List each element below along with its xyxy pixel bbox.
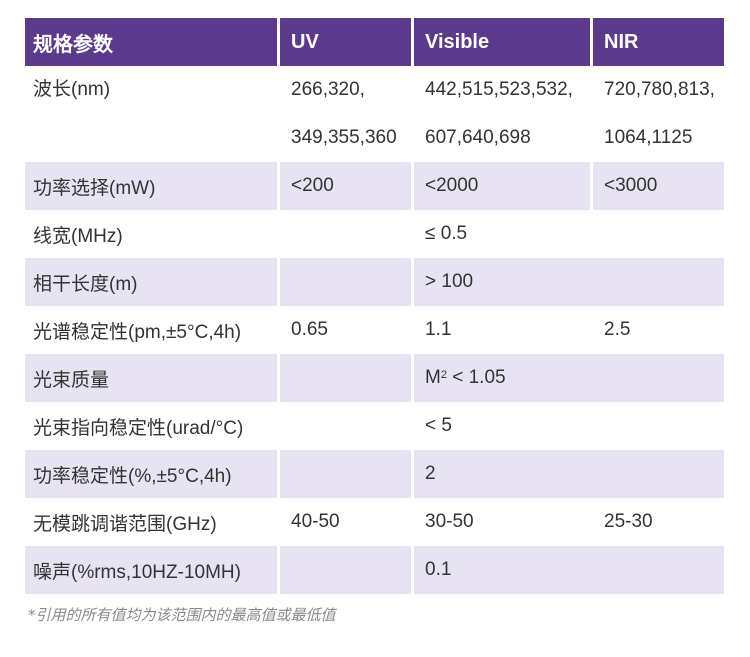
- table-header-row: 规格参数 UV Visible NIR: [25, 18, 724, 66]
- header-nir: NIR: [593, 18, 724, 66]
- cell-text: 720,780,813,: [604, 79, 715, 100]
- spec-table: 规格参数 UV Visible NIR 波长(nm) 266,320, 349,…: [22, 18, 727, 594]
- cell-visible: <2000: [414, 162, 590, 210]
- cell-text: 266,320,: [291, 79, 365, 100]
- cell-span: M2 < 1.05: [414, 354, 724, 402]
- row-label: 无模跳调谐范围(GHz): [25, 498, 277, 546]
- cell-visible: 442,515,523,532, 607,640,698: [414, 66, 590, 162]
- row-label: 光束质量: [25, 354, 277, 402]
- cell-empty: [280, 258, 411, 306]
- cell-uv: 0.65: [280, 306, 411, 354]
- cell-uv: 40-50: [280, 498, 411, 546]
- cell-nir: <3000: [593, 162, 724, 210]
- cell-visible: 30-50: [414, 498, 590, 546]
- row-label: 相干长度(m): [25, 258, 277, 306]
- cell-span: 0.1: [414, 546, 724, 594]
- table-row: 无模跳调谐范围(GHz) 40-50 30-50 25-30: [25, 498, 724, 546]
- cell-nir: 720,780,813, 1064,1125: [593, 66, 724, 162]
- cell-empty: [280, 450, 411, 498]
- table-row: 光束质量 M2 < 1.05: [25, 354, 724, 402]
- row-label: 功率选择(mW): [25, 162, 277, 210]
- row-label: 光谱稳定性(pm,±5°C,4h): [25, 306, 277, 354]
- cell-uv: <200: [280, 162, 411, 210]
- cell-span: 2: [414, 450, 724, 498]
- cell-text: 349,355,360: [291, 127, 397, 148]
- cell-span: < 5: [414, 402, 724, 450]
- row-label: 线宽(MHz): [25, 210, 277, 258]
- header-spec: 规格参数: [25, 18, 277, 66]
- table-row: 相干长度(m) > 100: [25, 258, 724, 306]
- footnote: *引用的所有值均为该范围内的最高值或最低值: [28, 606, 336, 624]
- cell-empty: [280, 354, 411, 402]
- table-row: 波长(nm) 266,320, 349,355,360 442,515,523,…: [25, 66, 724, 162]
- cell-text: M: [425, 367, 441, 388]
- cell-empty: [280, 546, 411, 594]
- row-label-text: 波长(nm): [33, 79, 111, 100]
- cell-nir: 2.5: [593, 306, 724, 354]
- cell-text: 1064,1125: [604, 127, 693, 148]
- cell-text: 607,640,698: [425, 127, 531, 148]
- cell-span: ≤ 0.5: [414, 210, 724, 258]
- table-row: 噪声(%rms,10HZ-10MH) 0.1: [25, 546, 724, 594]
- cell-text: 442,515,523,532,: [425, 79, 573, 100]
- row-label: 功率稳定性(%,±5°C,4h): [25, 450, 277, 498]
- cell-span: > 100: [414, 258, 724, 306]
- header-uv: UV: [280, 18, 411, 66]
- header-visible: Visible: [414, 18, 590, 66]
- cell-visible: 1.1: [414, 306, 590, 354]
- cell-text: < 1.05: [446, 367, 506, 388]
- row-label: 波长(nm): [25, 66, 277, 162]
- row-label: 噪声(%rms,10HZ-10MH): [25, 546, 277, 594]
- superscript: 2: [440, 369, 447, 381]
- table-row: 功率选择(mW) <200 <2000 <3000: [25, 162, 724, 210]
- table-row: 线宽(MHz) ≤ 0.5: [25, 210, 724, 258]
- table-row: 光束指向稳定性(urad/°C) < 5: [25, 402, 724, 450]
- row-label: 光束指向稳定性(urad/°C): [25, 402, 277, 450]
- cell-empty: [280, 402, 411, 450]
- cell-empty: [280, 210, 411, 258]
- cell-uv: 266,320, 349,355,360: [280, 66, 411, 162]
- table-row: 功率稳定性(%,±5°C,4h) 2: [25, 450, 724, 498]
- table-row: 光谱稳定性(pm,±5°C,4h) 0.65 1.1 2.5: [25, 306, 724, 354]
- cell-nir: 25-30: [593, 498, 724, 546]
